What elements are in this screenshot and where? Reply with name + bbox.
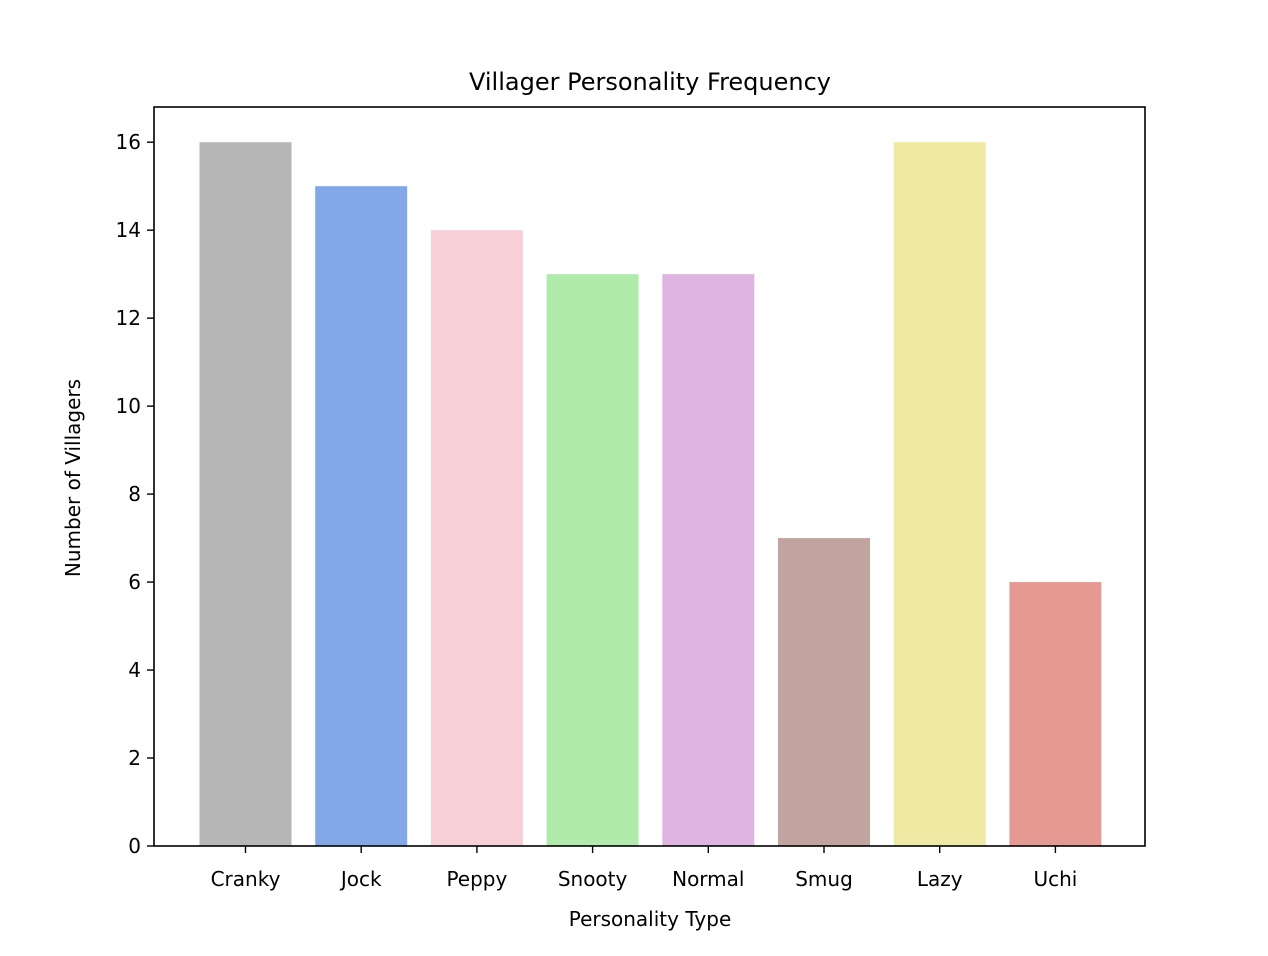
y-tick-label: 12 [116,306,141,330]
y-axis-label: Number of Villagers [61,379,85,577]
y-tick-label: 14 [116,218,141,242]
y-axis-ticks: 0 2 4 6 8 10 12 14 16 [116,130,154,858]
bar-lazy [893,142,986,846]
bar-cranky [199,142,292,846]
x-axis-label: Personality Type [569,907,732,931]
bar-jock [315,186,408,846]
y-tick-label: 8 [128,482,141,506]
bar-uchi [1009,582,1102,846]
y-tick-label: 6 [128,570,141,594]
y-tick-label: 16 [116,130,141,154]
bars-group [199,142,1102,846]
y-tick-label: 0 [128,834,141,858]
bar-normal [662,274,755,846]
x-tick-label: Snooty [558,867,628,891]
x-tick-label: Peppy [446,867,507,891]
x-tick-label: Uchi [1033,867,1077,891]
plot-frame [153,106,1146,847]
bar-smug [778,538,870,846]
x-tick-label: Cranky [211,867,281,891]
x-tick-label: Normal [672,867,744,891]
x-tick-label: Smug [795,867,853,891]
y-tick-label: 10 [116,394,141,418]
x-tick-label: Lazy [917,867,963,891]
x-tick-label: Jock [339,867,382,891]
y-tick-label: 4 [128,658,141,682]
y-tick-label: 2 [128,746,141,770]
x-axis-ticks: Cranky Jock Peppy Snooty Normal Smug Lazy Uchi [211,846,1077,891]
bar-snooty [546,274,639,846]
chart-title: Villager Personality Frequency [469,68,831,96]
bar-peppy [430,230,523,846]
